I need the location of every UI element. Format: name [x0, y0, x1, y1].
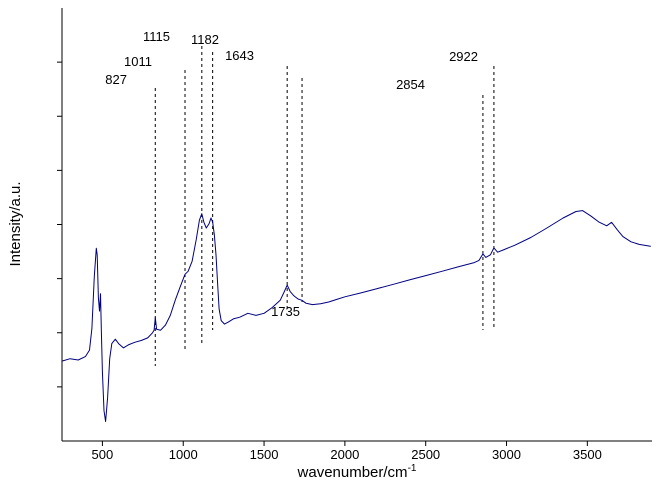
annotation-label-1115: 1115 — [143, 29, 170, 44]
annotation-label-827: 827 — [105, 72, 127, 87]
x-tick-label: 2500 — [411, 447, 440, 462]
annotation-label-1643: 1643 — [225, 48, 254, 63]
x-tick-label: 3500 — [573, 447, 602, 462]
x-axis-label-superscript: -1 — [408, 463, 417, 474]
x-tick-label: 500 — [92, 447, 114, 462]
annotation-label-1011: 1011 — [124, 54, 152, 69]
annotation-label-1735: 1735 — [271, 304, 300, 319]
annotation-label-2854: 2854 — [396, 77, 425, 92]
x-tick-label: 1000 — [169, 447, 198, 462]
annotation-label-1182: 1182 — [191, 32, 219, 47]
spectrum-curve — [62, 210, 651, 422]
x-tick-label: 3000 — [492, 447, 521, 462]
x-tick-label: 1500 — [250, 447, 279, 462]
x-axis-label-base: wavenumber/cm — [297, 464, 408, 481]
y-axis-label: Intensity/a.u. — [7, 181, 24, 266]
x-tick-label: 2000 — [330, 447, 359, 462]
plot-layer: 500 1000 1500 2000 2500 3000 3500 827 1011 1115 11… — [57, 8, 652, 462]
x-axis-label: wavenumber/cm-1 — [297, 463, 417, 481]
annotation-label-2922: 2922 — [449, 49, 478, 64]
